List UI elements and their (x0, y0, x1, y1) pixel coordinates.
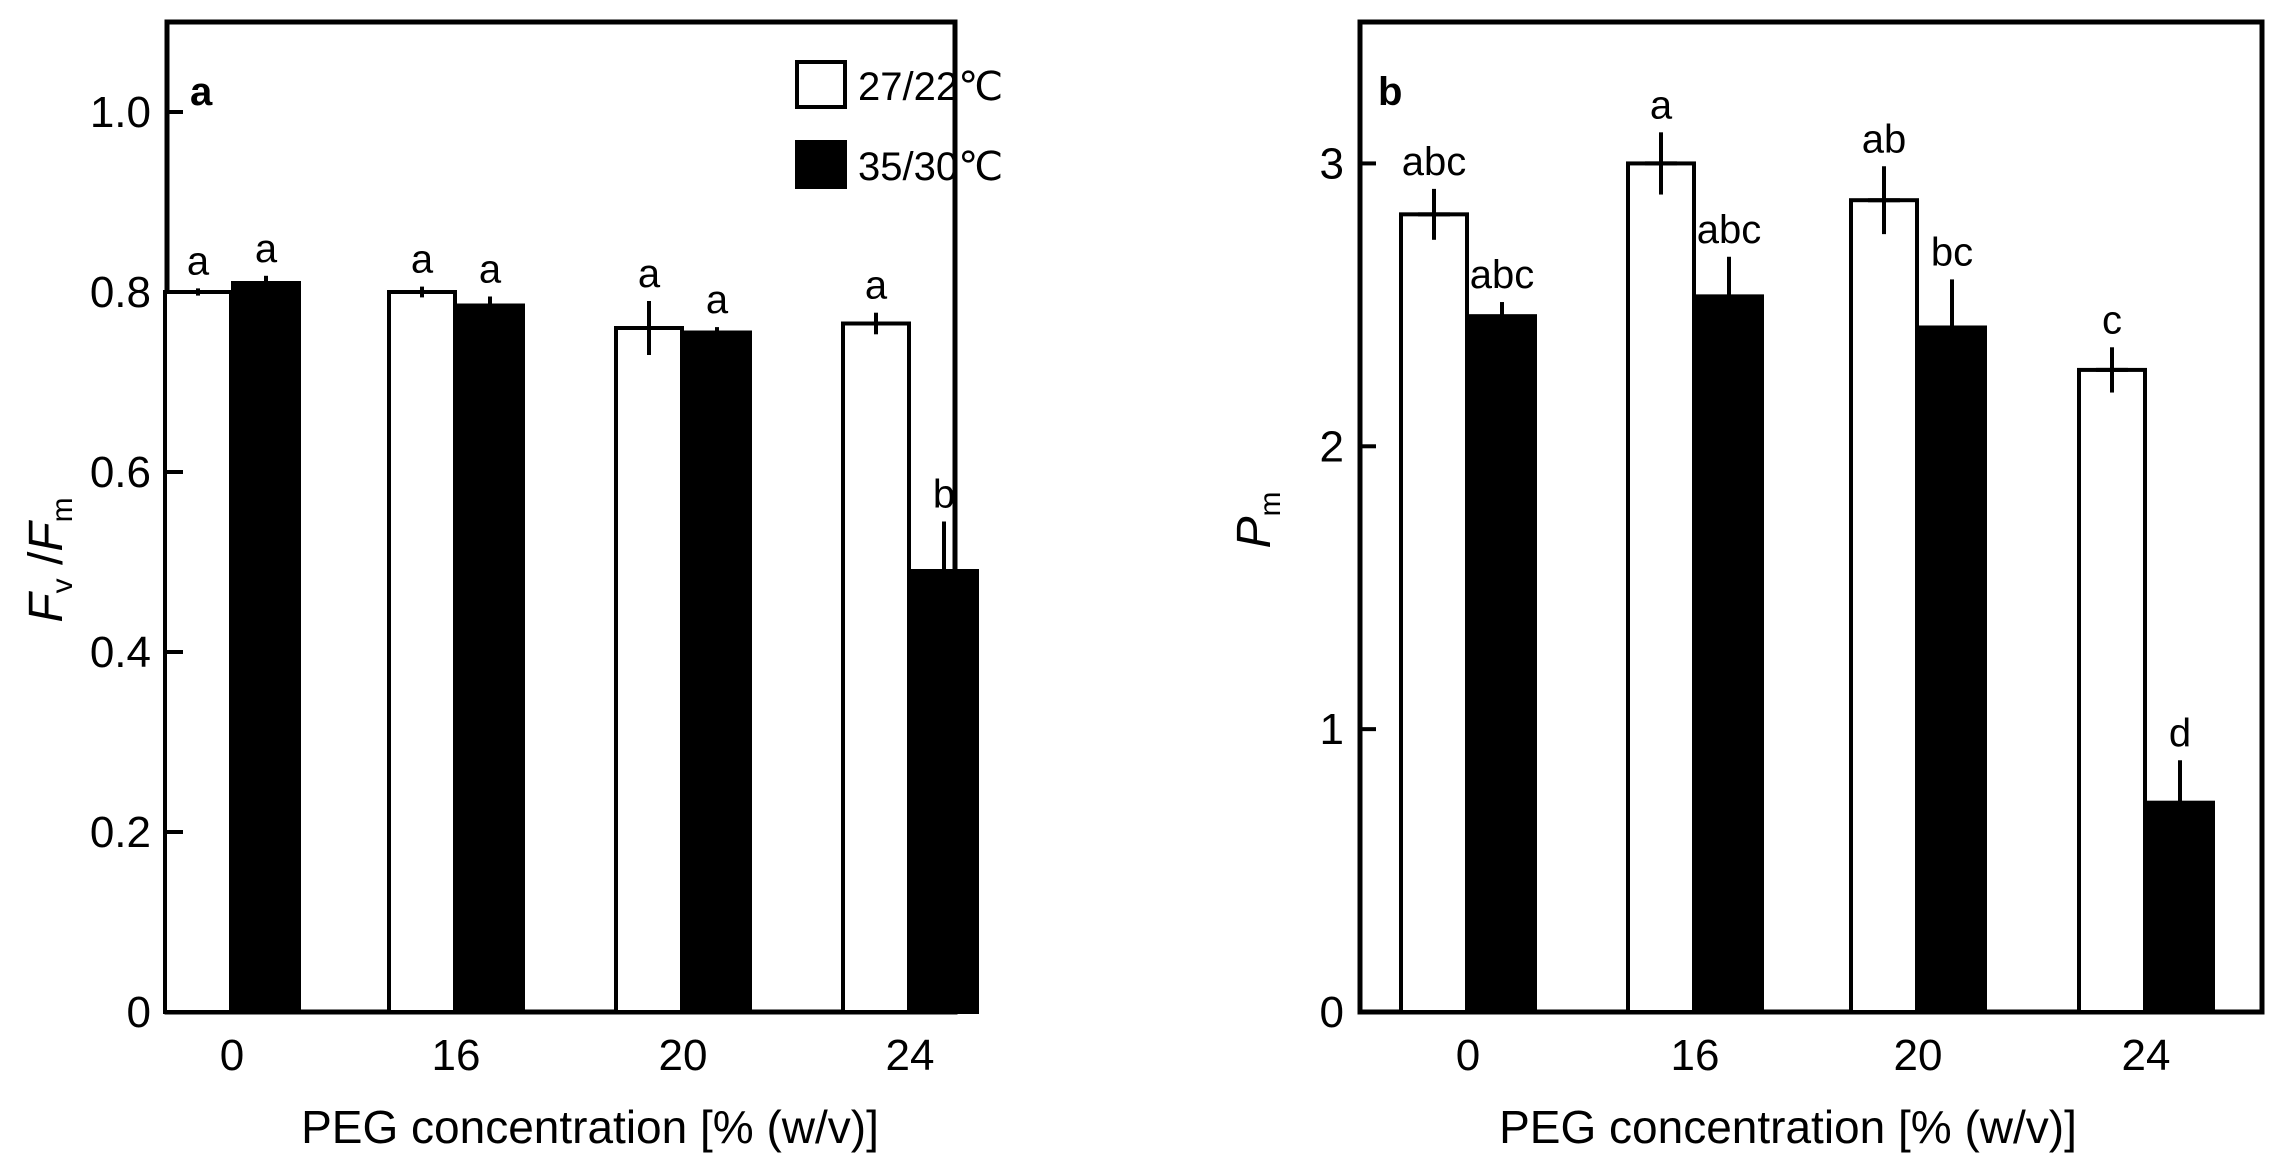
panel-a-significance-letter: a (479, 248, 502, 292)
legend-label-35-30: 35/30℃ (858, 145, 1003, 189)
panel-a-x-axis-label: PEG concentration [% (w/v)] (301, 1101, 879, 1153)
panel-a-significance-letter: a (865, 264, 888, 308)
panel-a-bar-heat-0 (231, 281, 301, 1014)
panel-b-bar-heat-16 (1694, 294, 1764, 1015)
panel-a-ytick-label: 1.0 (90, 88, 151, 137)
panel-b-label: b (1378, 70, 1402, 114)
panel-b-ytick-label: 3 (1320, 139, 1344, 188)
panel-b-bar-heat-0 (1467, 314, 1537, 1014)
panel-a-bar-control-24 (841, 321, 911, 1014)
panel-b-bar-control-20 (1849, 198, 1919, 1014)
panel-a-y-axis: 0 0.2 0.4 0.6 0.8 1.0 (90, 88, 183, 1037)
panel-a-significance-letter: a (187, 239, 210, 283)
panel-b-ytick-label: 2 (1320, 422, 1344, 471)
panel-b-significance-letter: a (1650, 83, 1673, 127)
panel-a-ytick-label: 0.4 (90, 628, 151, 677)
panel-b-significance-letter: abc (1470, 253, 1535, 297)
panel-b-bar-control-16 (1626, 161, 1696, 1014)
panel-a-bar-control-20 (614, 326, 684, 1014)
panel-b-significance-letter: abc (1402, 140, 1467, 184)
legend: 27/22℃ 35/30℃ (795, 60, 1003, 189)
legend-swatch-35-30 (795, 140, 847, 189)
panel-b-xtick-label: 20 (1894, 1031, 1943, 1080)
panel-a-xtick-label: 0 (220, 1031, 244, 1080)
panel-b-xtick-label: 0 (1456, 1031, 1480, 1080)
panel-a-bar-heat-16 (455, 303, 525, 1014)
panel-a-bar-control-16 (387, 290, 457, 1014)
panel-b-plot-frame (1357, 19, 2265, 1015)
panel-b-xtick-label: 16 (1671, 1031, 1720, 1080)
panel-b-xtick-label: 24 (2122, 1031, 2171, 1080)
panel-b-ytick-label: 1 (1320, 705, 1344, 754)
panel-a-significance-letter: a (638, 252, 661, 296)
panel-b-bar-heat-24 (2145, 800, 2215, 1015)
panel-a-significance-letter: a (411, 238, 434, 282)
panel-a-significance-letter: b (933, 473, 955, 517)
panel-a-bars: a a a a a a a b (163, 227, 979, 1014)
panel-a-ytick-label: 0 (127, 988, 151, 1037)
panel-a-ytick-label: 0.2 (90, 808, 151, 857)
panel-a-significance-letter: a (706, 278, 729, 322)
panel-b-bar-heat-20 (1917, 325, 1987, 1014)
panel-b-x-axis: 0 16 20 24 (1456, 1031, 2171, 1080)
panel-a-xtick-label: 20 (659, 1031, 708, 1080)
panel-b-ytick-label: 0 (1320, 988, 1344, 1037)
panel-a-ytick-label: 0.6 (90, 448, 151, 497)
panel-a-bar-heat-20 (682, 330, 752, 1014)
panel-a-xtick-label: 24 (886, 1031, 935, 1080)
panel-b-significance-letter: d (2169, 711, 2191, 755)
panel-b-significance-letter: bc (1931, 230, 1973, 274)
panel-b-bar-control-0 (1399, 212, 1469, 1015)
panel-a-y-axis-label: Fv /Fm (20, 497, 79, 622)
legend-label-27-22: 27/22℃ (858, 65, 1003, 109)
panel-b-x-axis-label: PEG concentration [% (w/v)] (1499, 1101, 2077, 1153)
panel-b-bar-control-24 (2077, 367, 2147, 1014)
panel-b-significance-letter: c (2102, 298, 2122, 342)
panel-a-x-axis: 0 16 20 24 (220, 1031, 935, 1080)
panel-a-ytick-label: 0.8 (90, 268, 151, 317)
panel-b-y-axis: 0 1 2 3 (1320, 139, 1376, 1037)
panel-a: a a a a a a a b 0 0.2 0.4 0.6 0.8 1.0 0 16 20 24 a PEG … (20, 19, 1003, 1153)
legend-swatch-27-22 (795, 60, 847, 109)
panel-b-significance-letter: ab (1862, 117, 1907, 161)
panel-b-significance-letter: abc (1697, 208, 1762, 252)
panel-a-significance-letter: a (255, 227, 278, 271)
panel-b-y-axis-label: Pm (1228, 491, 1287, 548)
panel-b-frame-rect (1357, 19, 2265, 1015)
panel-a-label: a (190, 70, 213, 114)
panel-a-bar-heat-24 (909, 569, 979, 1014)
panel-a-xtick-label: 16 (432, 1031, 481, 1080)
